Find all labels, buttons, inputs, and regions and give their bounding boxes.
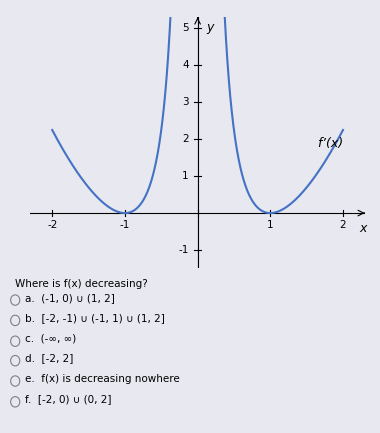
Text: y: y <box>206 21 214 34</box>
Text: 4: 4 <box>182 60 189 70</box>
Text: -2: -2 <box>47 220 57 230</box>
Text: f.  [-2, 0) ∪ (0, 2]: f. [-2, 0) ∪ (0, 2] <box>25 394 111 404</box>
Text: 1: 1 <box>267 220 274 230</box>
Text: 2: 2 <box>182 134 189 144</box>
Text: a.  (-1, 0) ∪ (1, 2]: a. (-1, 0) ∪ (1, 2] <box>25 293 115 303</box>
Text: 1: 1 <box>182 171 189 181</box>
Text: d.  [-2, 2]: d. [-2, 2] <box>25 353 73 363</box>
Text: b.  [-2, -1) ∪ (-1, 1) ∪ (1, 2]: b. [-2, -1) ∪ (-1, 1) ∪ (1, 2] <box>25 313 165 323</box>
Text: 3: 3 <box>182 97 189 107</box>
Text: Where is f(x) decreasing?: Where is f(x) decreasing? <box>15 279 148 289</box>
Text: 5: 5 <box>182 23 189 33</box>
Text: 2: 2 <box>340 220 346 230</box>
Text: e.  f(x) is decreasing nowhere: e. f(x) is decreasing nowhere <box>25 374 179 384</box>
Text: -1: -1 <box>179 245 189 255</box>
Text: c.  (-∞, ∞): c. (-∞, ∞) <box>25 334 76 344</box>
Text: -1: -1 <box>120 220 130 230</box>
Text: f’(x): f’(x) <box>318 136 344 149</box>
Text: x: x <box>359 222 367 235</box>
